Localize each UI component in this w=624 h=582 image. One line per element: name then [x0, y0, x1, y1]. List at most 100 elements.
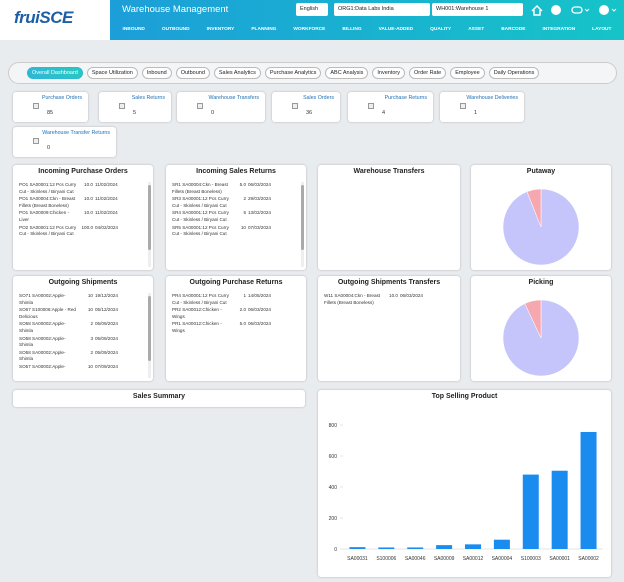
chart: 0 200 400 600 800 SA00031 S100006 SA00046 SA0000… [329, 423, 603, 562]
tab[interactable]: Inventory [372, 67, 405, 79]
user-icon[interactable] [599, 5, 609, 15]
bar [493, 539, 510, 549]
nav-item[interactable]: WORKFORCE [293, 27, 326, 32]
warehouse-select[interactable]: WH001:Warehouse 1 [432, 3, 523, 16]
list-row: PO1 SA00004:Ckn - Breast Fillets (Breast… [19, 196, 145, 209]
tab[interactable]: Daily Operations [488, 67, 540, 79]
kpi-value: 1 [474, 110, 478, 116]
logo-area: fruiSCE [0, 0, 110, 40]
date: 29/03/2024 [248, 196, 271, 202]
panel: Outgoing Purchase Returns PR4 SA00001:12 … [166, 276, 306, 381]
x-tick-label: S100003 [521, 556, 541, 562]
item: SO58 SA00002:Apple-Shimla [19, 335, 66, 348]
kpi-label: Warehouse Transfer Returns [42, 130, 110, 136]
item: SO71 SA00002:Apple-Shimla [19, 293, 66, 305]
panel: Outgoing Shipments SO71 SA00002:Apple-Shi… [13, 276, 153, 381]
kpi-icon [119, 103, 125, 109]
scrollbar-thumb[interactable] [148, 296, 151, 361]
tab[interactable]: Sales Analytics [213, 67, 261, 79]
bar [522, 474, 539, 549]
nav-item[interactable]: VALUE-ADDED [378, 27, 414, 32]
list-row: SR3 SA00001:12 Pcs Curry Cut - Skinless … [172, 196, 298, 209]
list-row: SO67 S100006:Apple - Red Delicious 10 05/1… [19, 307, 145, 320]
nav-item[interactable]: BILLING [342, 27, 362, 32]
item: SO57 SA00002:Apple- [19, 363, 66, 369]
language-select[interactable]: English [296, 3, 328, 16]
list: SO71 SA00002:Apple-Shimla 10 19/12/2024 SO6… [19, 293, 145, 378]
qty: 5.0 [239, 182, 246, 187]
date: 06/03/2024 [400, 293, 423, 298]
pie-slice [524, 299, 542, 339]
nav-item[interactable]: INBOUND [122, 27, 145, 32]
nav-item[interactable]: OUTBOUND [161, 27, 190, 32]
kpi-label: Sales Returns [131, 95, 165, 101]
bar [580, 431, 597, 549]
panel-title: Warehouse Transfers [353, 168, 425, 175]
tab[interactable]: Overall Dashboard [27, 67, 83, 79]
list-row: PR4 SA00001:12 Pcs Curry Cut - Skinless … [172, 293, 298, 306]
nav-item[interactable]: INTEGRATION [542, 27, 576, 32]
kpi-card: Sales Orders 36 [272, 92, 340, 122]
item: PO1 SA00004:Ckn - Breast Fillets (Breast… [19, 196, 76, 208]
list-row: PO1 SA00009:Chicken - Liver 10.0 11/02/202… [19, 210, 145, 223]
nav-bar: INBOUND OUTBOUND INVENTORY PLANNING WORKFORC… [114, 27, 620, 32]
item: SR3 SA00001:12 Pcs Curry Cut - Skinless … [172, 196, 229, 208]
tab[interactable]: ABC Analysis [325, 67, 369, 79]
org-select[interactable]: ORG1:Data Labs India [334, 3, 430, 16]
item: PO2 SA00001:12 Pcs Curry Cut - Skinless … [19, 224, 77, 237]
date: 11/02/2024 [95, 210, 118, 216]
list-row: W11 SA00004:Ckn - Breast Fillets (Breast… [324, 293, 452, 306]
item: SR1 SA00004:Ckn - Breast Fillets (Breast… [172, 182, 228, 194]
qty: 10.0 [84, 210, 93, 216]
qty: 3 [90, 335, 93, 341]
kpi-label: Purchase Returns [384, 95, 427, 101]
toggle-icon[interactable] [571, 6, 583, 14]
tab[interactable]: Space Utilization [86, 67, 138, 79]
list [324, 182, 452, 267]
tab[interactable]: Outbound [175, 67, 210, 79]
nav-item[interactable]: QUALITY [430, 27, 452, 32]
bar [551, 470, 568, 549]
date: 06/03/2024 [248, 182, 271, 187]
kpi-label: Warehouse Deliveries [466, 95, 518, 101]
kpi-icon [33, 138, 39, 144]
chart [502, 299, 580, 377]
date: 06/03/2024 [248, 307, 271, 313]
help-icon[interactable] [551, 5, 561, 15]
chart [502, 188, 580, 266]
list: W11 SA00004:Ckn - Breast Fillets (Breast… [324, 293, 452, 378]
qty: 1 [243, 293, 246, 298]
x-tick-label: S100006 [376, 556, 396, 562]
scrollbar-thumb[interactable] [148, 185, 151, 250]
nav-item[interactable]: INVENTORY [206, 27, 235, 32]
date: 05/12/2024 [95, 307, 118, 313]
pie-slice [526, 188, 542, 228]
nav-item[interactable]: ASSET [468, 27, 485, 32]
tab[interactable]: Inbound [141, 67, 172, 79]
item: SO67 S100006:Apple - Red Delicious [19, 307, 76, 319]
list-row: PO1 SA00001:12 Pcs Curry Cut - Skinless … [19, 182, 145, 195]
panel-title: Outgoing Shipments Transfers [337, 279, 441, 286]
qty: 100.0 [81, 224, 94, 230]
kpi-value: 5 [133, 110, 137, 116]
x-tick-label: SA00002 [578, 556, 599, 562]
tab[interactable]: Employee [450, 67, 485, 79]
scrollbar-thumb[interactable] [301, 185, 304, 250]
list-row: SR4 SA00001:12 Pcs Curry Cut - Skinless … [172, 210, 298, 223]
date: 07/09/2024 [95, 363, 118, 369]
qty: 10.0 [389, 293, 398, 298]
item: SR5 SA00001:12 Pcs Curry Cut - Skinless … [172, 224, 229, 237]
tab[interactable]: Purchase Analytics [264, 67, 322, 79]
nav-item[interactable]: PLANNING [251, 27, 277, 32]
home-icon[interactable] [531, 4, 543, 16]
x-tick-label: SA00009 [434, 556, 455, 562]
panel-title: Outgoing Shipments [48, 279, 118, 286]
nav-item[interactable]: LAYOUT [592, 27, 612, 32]
x-tick-label: SA00004 [492, 556, 513, 562]
y-tick-label: 600 [329, 454, 338, 460]
nav-item[interactable]: BARCODE [501, 27, 526, 32]
tab[interactable]: Order Rate [409, 67, 447, 79]
panel-title: Outgoing Purchase Returns [189, 279, 283, 286]
list-row: SR1 SA00004:Ckn - Breast Fillets (Breast… [172, 182, 298, 195]
